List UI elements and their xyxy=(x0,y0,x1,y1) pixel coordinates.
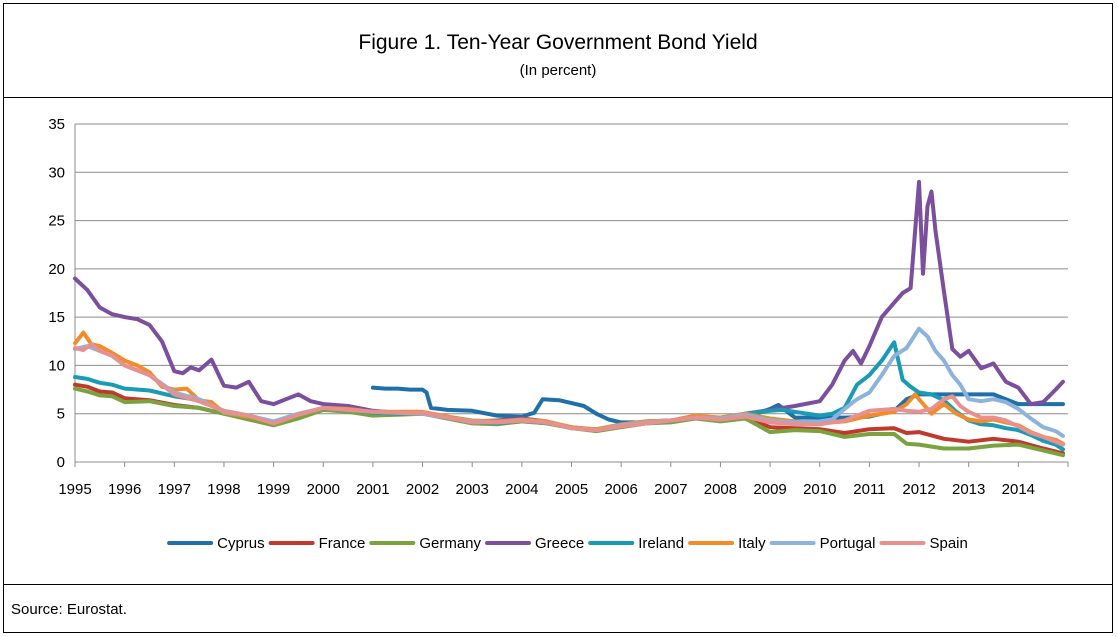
legend-item-germany: Germany xyxy=(369,535,482,552)
x-tick-label: 2001 xyxy=(356,481,389,498)
y-tick-label: 5 xyxy=(57,406,65,423)
y-tick-label: 25 xyxy=(48,213,65,230)
legend-label: Spain xyxy=(929,535,967,552)
source-separator xyxy=(4,584,1112,585)
x-tick-label: 2009 xyxy=(753,481,786,498)
legend-item-france: France xyxy=(268,535,366,552)
x-tick-label: 2000 xyxy=(307,481,340,498)
x-tick-label: 2008 xyxy=(704,481,737,498)
x-tick-label: 2004 xyxy=(505,481,538,498)
x-tick-label: 1999 xyxy=(257,481,290,498)
figure-subtitle: (In percent) xyxy=(519,62,597,79)
y-tick-label: 0 xyxy=(57,454,65,471)
legend-label: Cyprus xyxy=(217,535,265,552)
legend-item-ireland: Ireland xyxy=(588,535,684,552)
x-tick-label: 2014 xyxy=(1002,481,1035,498)
legend-item-italy: Italy xyxy=(688,535,766,552)
legend-label: Greece xyxy=(535,535,584,552)
source-note: Source: Eurostat. xyxy=(11,601,127,618)
series-lines xyxy=(73,179,1065,458)
legend: Cyprus France Germany Greece Ireland Italy Por… xyxy=(167,535,968,552)
x-tick-label: 2006 xyxy=(604,481,637,498)
axes: 0 5 10 15 20 25 30 35 1995 1996 1997 1998 1999 2000 20… xyxy=(48,116,1069,498)
title-box: Figure 1. Ten-Year Government Bond Yield… xyxy=(4,4,1112,98)
x-tick-label: 1995 xyxy=(58,481,91,498)
series-line-spain xyxy=(73,342,1065,447)
x-tick-label: 2007 xyxy=(654,481,687,498)
legend-item-cyprus: Cyprus xyxy=(167,535,265,552)
legend-label: Portugal xyxy=(820,535,876,552)
series-line-greece xyxy=(73,179,1065,432)
figure-title: Figure 1. Ten-Year Government Bond Yield xyxy=(358,31,758,54)
gridlines xyxy=(75,123,1068,415)
legend-label: France xyxy=(319,535,366,552)
x-tick-label: 2011 xyxy=(853,481,885,498)
y-tick-label: 10 xyxy=(48,357,65,374)
x-tick-label: 1996 xyxy=(108,481,141,498)
y-tick-label: 15 xyxy=(48,309,65,326)
x-tick-label: 1997 xyxy=(158,481,191,498)
x-tick-label: 2013 xyxy=(952,481,985,498)
y-tick-label: 30 xyxy=(48,164,65,181)
y-tick-label: 35 xyxy=(48,116,65,133)
legend-label: Italy xyxy=(738,535,766,552)
legend-item-spain: Spain xyxy=(879,535,968,552)
x-tick-label: 2003 xyxy=(456,481,489,498)
x-tick-label: 1998 xyxy=(207,481,240,498)
legend-item-greece: Greece xyxy=(485,535,584,552)
x-tick-label: 2005 xyxy=(555,481,588,498)
legend-label: Ireland xyxy=(638,535,684,552)
legend-label: Germany xyxy=(419,535,481,552)
series-line-germany xyxy=(73,386,1065,458)
x-tick-label: 2002 xyxy=(406,481,439,498)
legend-item-portugal: Portugal xyxy=(769,535,876,552)
x-tick-label: 2012 xyxy=(902,481,935,498)
y-tick-label: 20 xyxy=(48,261,65,278)
x-tick-label: 2010 xyxy=(803,481,836,498)
figure-frame: Figure 1. Ten-Year Government Bond Yield… xyxy=(3,3,1113,633)
